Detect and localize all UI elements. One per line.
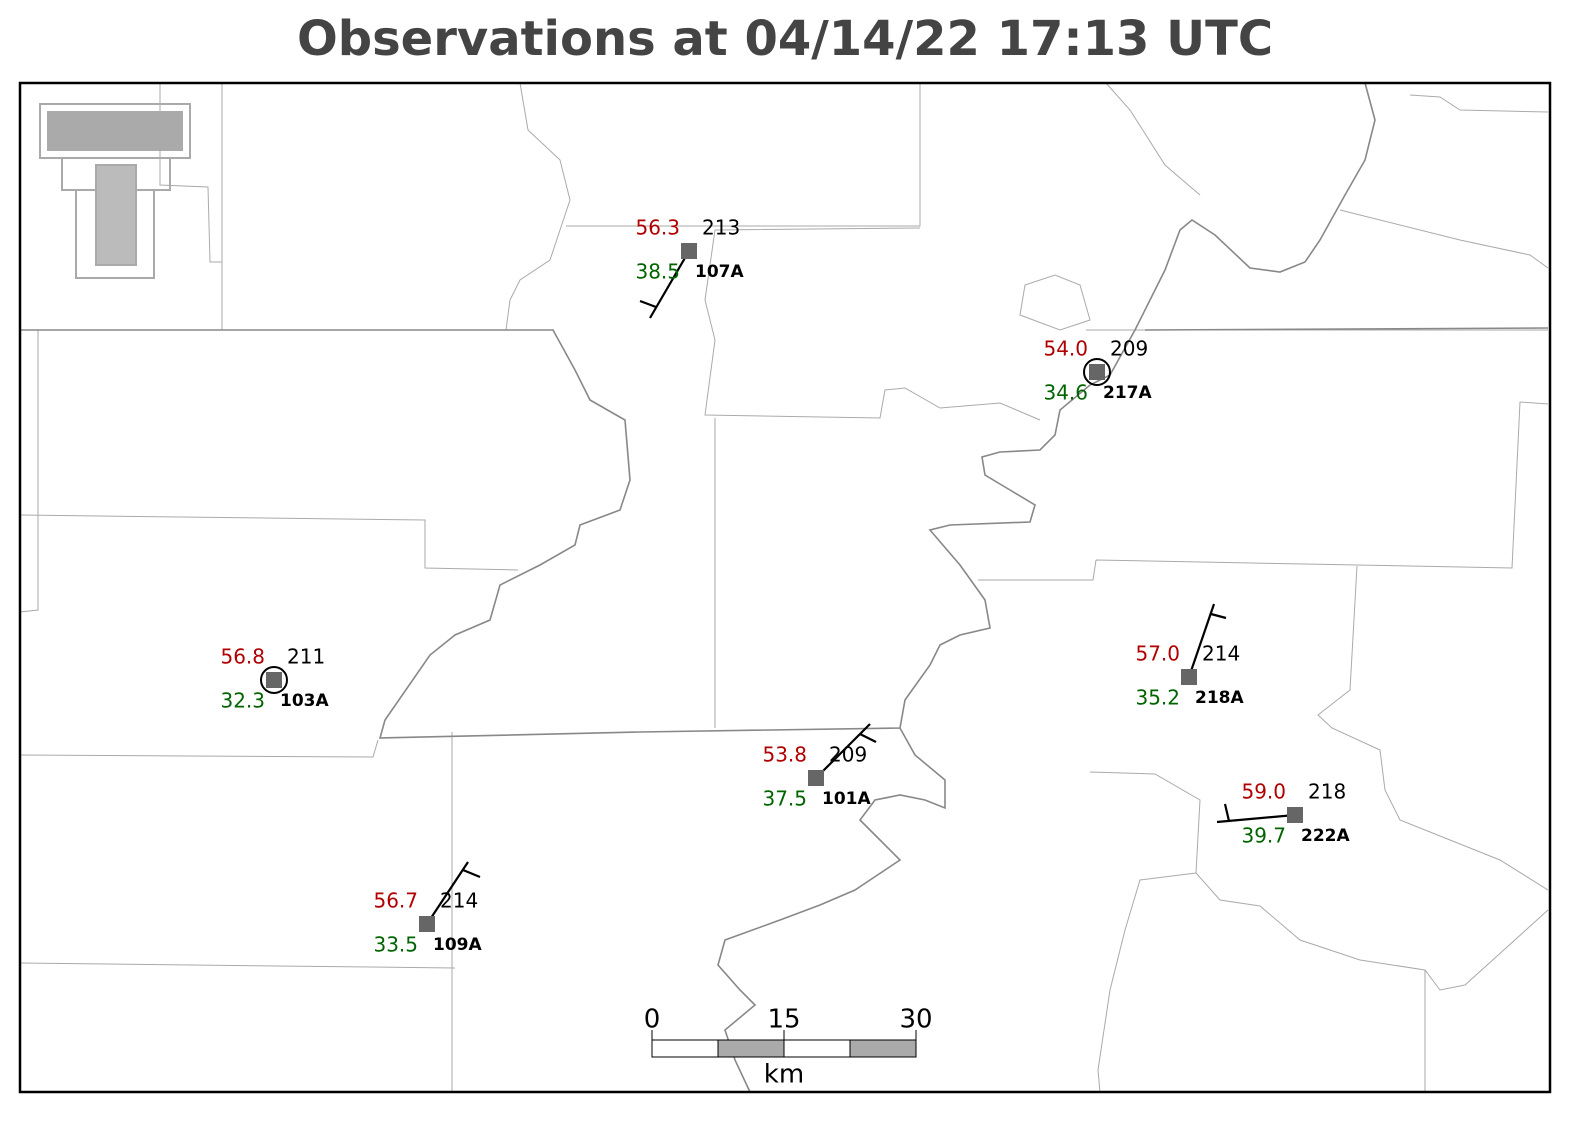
scale-label: 0 — [644, 1005, 661, 1035]
pressure: 218 — [1308, 780, 1346, 804]
scale-segment — [651, 1039, 719, 1058]
scale-segment — [783, 1039, 851, 1058]
dewpoint: 34.6 — [1043, 381, 1088, 405]
dewpoint: 33.5 — [373, 933, 418, 957]
pressure: 209 — [1110, 337, 1148, 361]
station-id: 109A — [433, 935, 482, 955]
scale-unit: km — [764, 1060, 804, 1090]
pressure: 209 — [829, 743, 867, 767]
calm-circle — [260, 666, 288, 694]
scale-segment — [849, 1039, 917, 1058]
station-id: 218A — [1195, 688, 1244, 708]
map-frame — [18, 81, 1552, 1094]
scale-segment — [717, 1039, 785, 1058]
station-id: 107A — [695, 262, 744, 282]
title: Observations at 04/14/22 17:13 UTC — [297, 11, 1273, 67]
dewpoint: 38.5 — [635, 260, 680, 284]
temperature: 56.3 — [635, 216, 680, 240]
temperature: 56.8 — [220, 645, 265, 669]
temperature: 56.7 — [373, 889, 418, 913]
scale-label: 30 — [899, 1005, 932, 1035]
dewpoint: 35.2 — [1135, 686, 1180, 710]
pressure: 213 — [702, 216, 740, 240]
station-id: 101A — [822, 789, 871, 809]
station-marker — [1287, 807, 1303, 823]
dewpoint: 32.3 — [220, 689, 265, 713]
pressure: 211 — [287, 645, 325, 669]
dewpoint: 37.5 — [762, 787, 807, 811]
station-id: 217A — [1103, 383, 1152, 403]
station-marker — [681, 243, 697, 259]
wind-barbs — [426, 250, 1296, 925]
map-lines — [19, 82, 1549, 1093]
temperature: 53.8 — [762, 743, 807, 767]
station-marker — [808, 770, 824, 786]
station-id: 103A — [280, 691, 329, 711]
station-marker — [419, 916, 435, 932]
pressure: 214 — [1202, 642, 1240, 666]
dewpoint: 39.7 — [1241, 824, 1286, 848]
temperature: 54.0 — [1043, 337, 1088, 361]
station-id: 222A — [1301, 826, 1350, 846]
station-marker — [266, 672, 282, 688]
temperature: 59.0 — [1241, 780, 1286, 804]
station-marker — [1181, 669, 1197, 685]
scale-label: 15 — [767, 1005, 800, 1035]
calm-circle — [1083, 358, 1111, 386]
station-marker — [1089, 364, 1105, 380]
logo — [39, 103, 191, 279]
pressure: 214 — [440, 889, 478, 913]
temperature: 57.0 — [1135, 642, 1180, 666]
